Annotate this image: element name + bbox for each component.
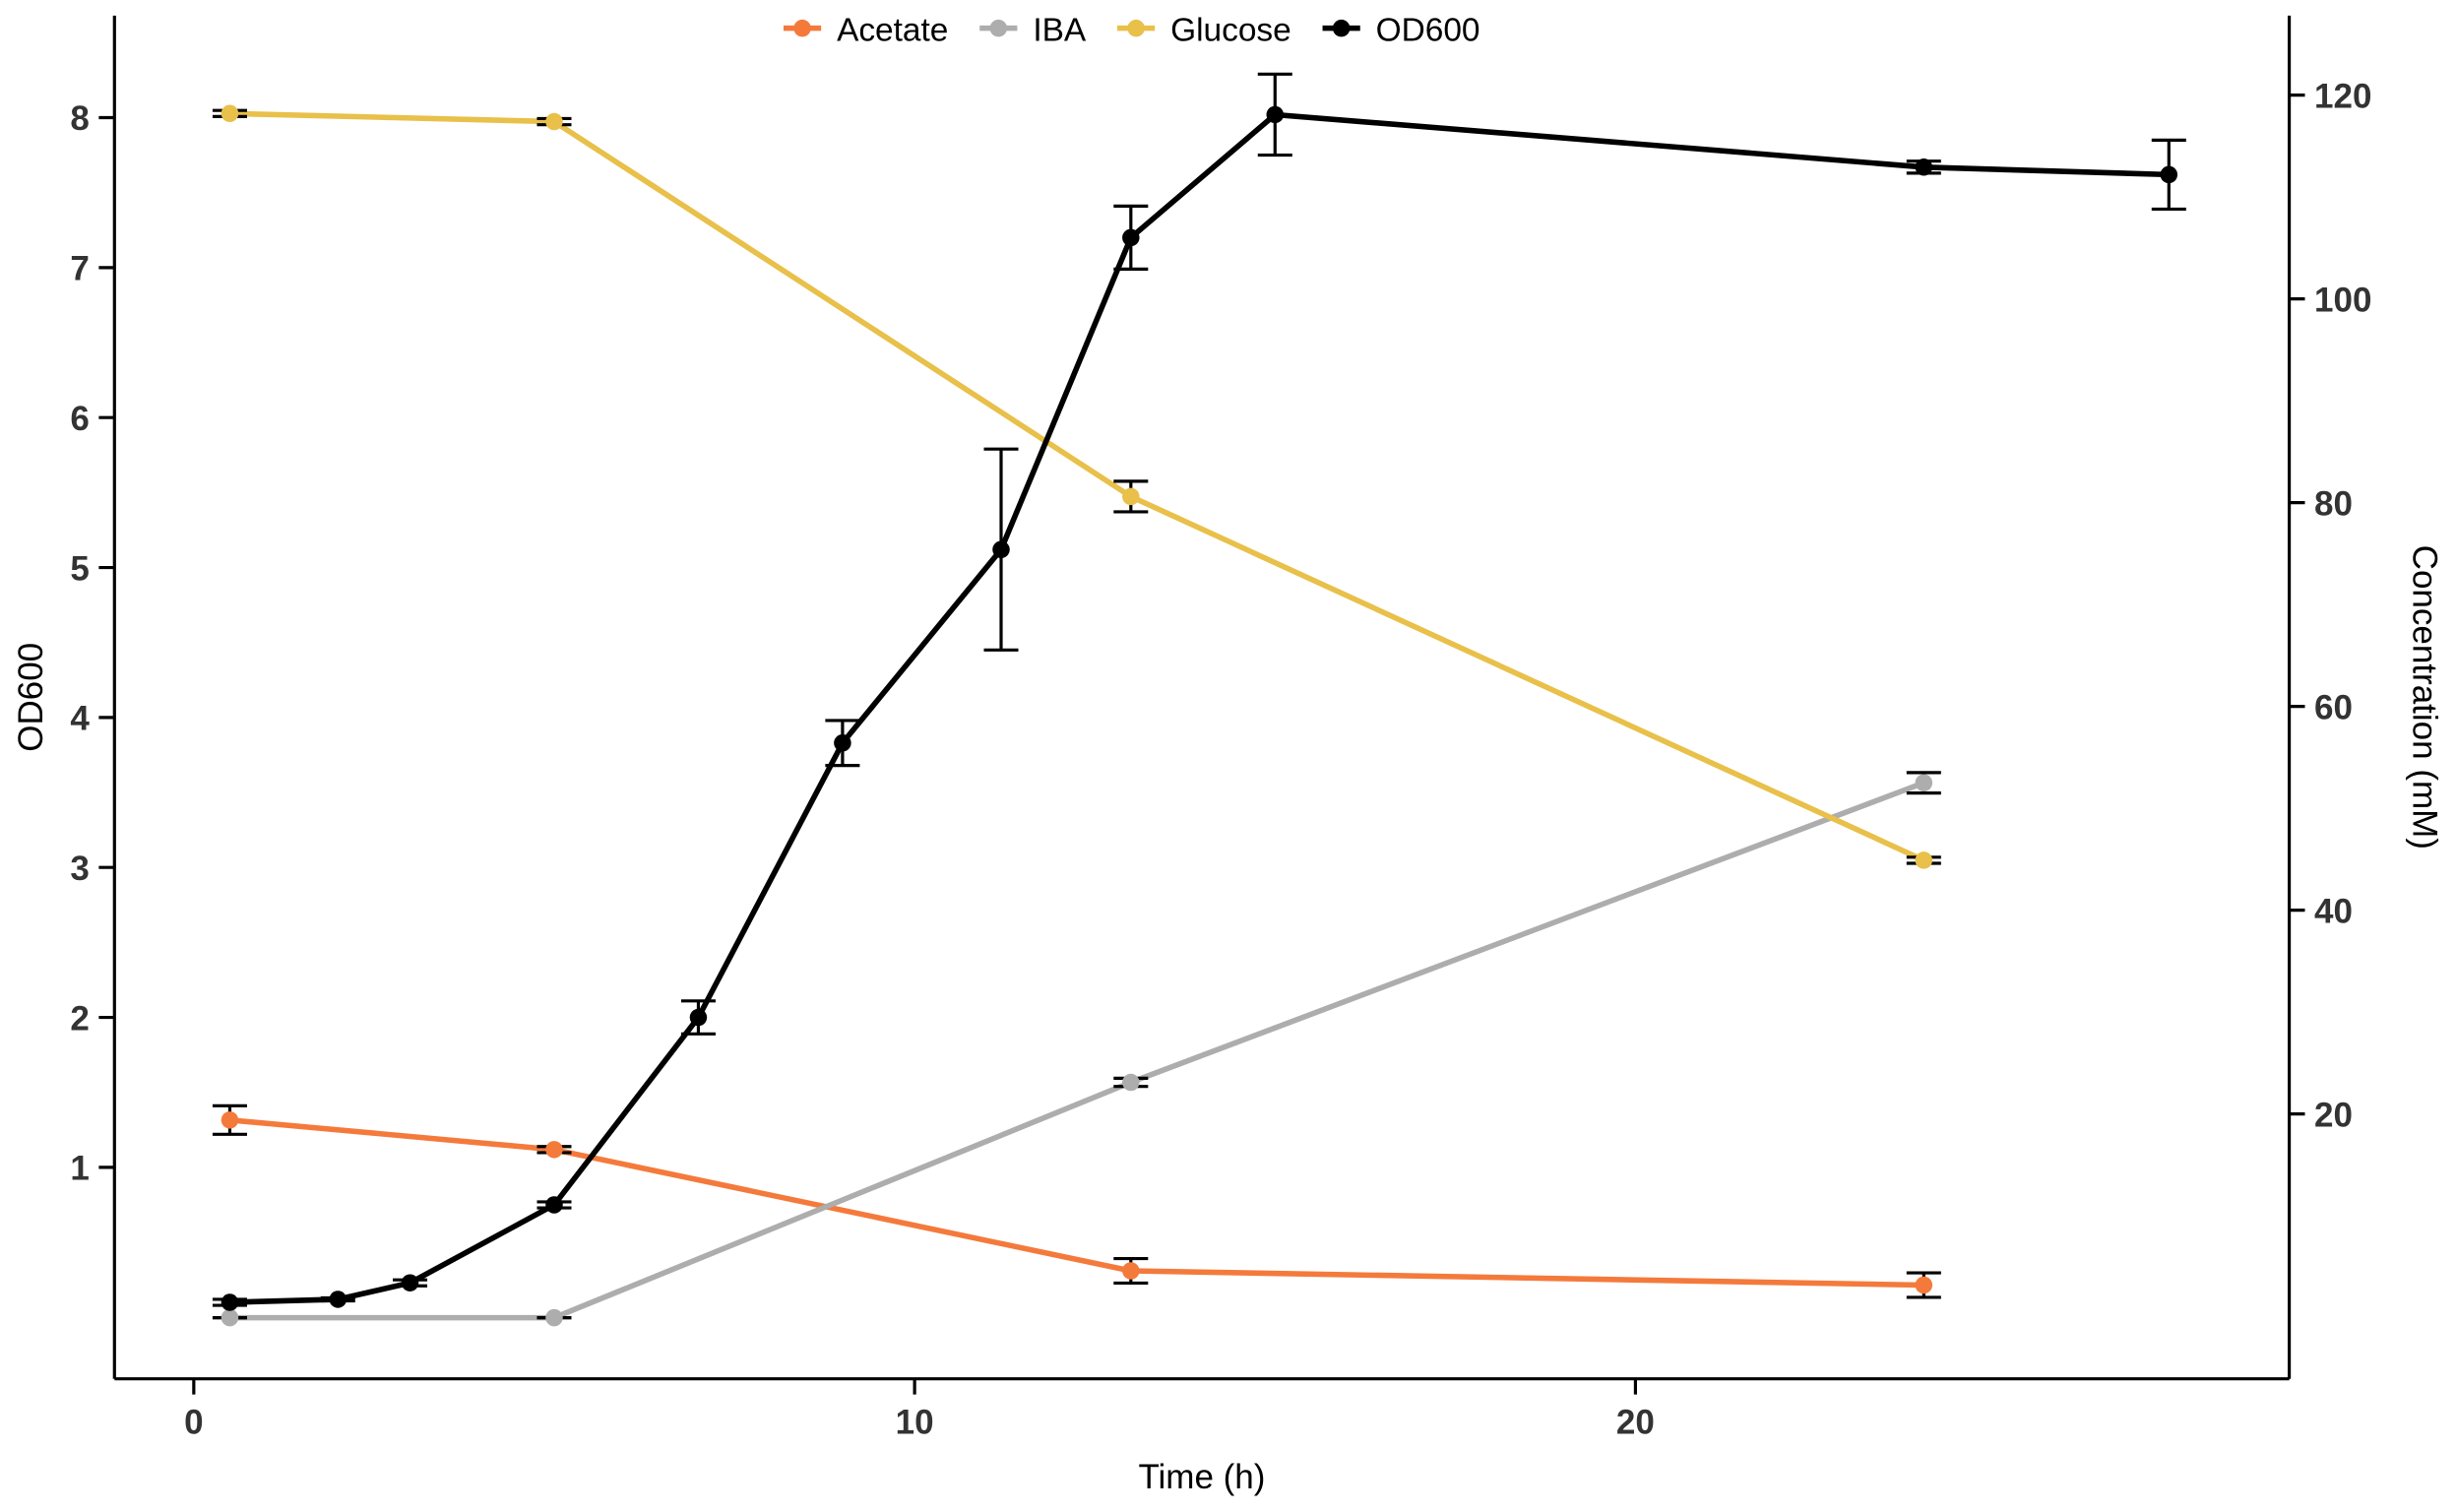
- x-axis-title: Time (h): [1138, 1458, 1265, 1496]
- data-point: [220, 1111, 239, 1129]
- series-line: [229, 780, 1925, 1321]
- data-point: [545, 1196, 563, 1214]
- y2-tick-label: 80: [2314, 484, 2353, 523]
- data-point: [1122, 1262, 1140, 1280]
- data-point: [1122, 487, 1140, 506]
- y-axis-title: OD600: [12, 643, 50, 752]
- y-tick-label: 2: [70, 999, 89, 1038]
- y-tick-label: 3: [70, 850, 89, 888]
- y-tick-label: 4: [70, 700, 90, 738]
- legend-swatch: [1127, 19, 1145, 37]
- data-point: [220, 1308, 239, 1327]
- x-tick-label: 10: [896, 1403, 934, 1441]
- series-line: [229, 110, 1925, 863]
- series-line: [229, 111, 2170, 1305]
- y-tick-label: 8: [70, 99, 89, 138]
- y-tick-label: 6: [70, 400, 89, 438]
- legend-label: IBA: [1033, 12, 1087, 48]
- y2-tick-label: 100: [2314, 281, 2371, 319]
- y2-tick-label: 20: [2314, 1096, 2353, 1134]
- y2-tick-label: 60: [2314, 688, 2353, 726]
- data-point: [1915, 774, 1933, 792]
- data-point: [2160, 165, 2178, 184]
- data-point: [1915, 851, 1933, 869]
- data-point: [1122, 228, 1140, 247]
- data-point: [329, 1291, 347, 1308]
- legend-swatch: [1332, 19, 1351, 37]
- data-point: [1915, 158, 1933, 176]
- y2-tick-label: 120: [2314, 77, 2371, 115]
- x-tick-label: 20: [1616, 1403, 1655, 1441]
- legend-label: Glucose: [1170, 12, 1292, 48]
- data-point: [834, 734, 851, 752]
- data-point: [220, 1293, 239, 1311]
- y-tick-label: 5: [70, 549, 89, 588]
- data-point: [220, 104, 239, 123]
- series-line: [229, 1117, 1924, 1289]
- data-point: [1915, 1276, 1933, 1294]
- y-tick-label: 1: [70, 1150, 89, 1188]
- data-point: [545, 1141, 563, 1159]
- legend-swatch: [989, 19, 1008, 37]
- data-point: [545, 112, 563, 131]
- legend-swatch: [793, 19, 811, 37]
- legend-label: OD600: [1376, 12, 1480, 48]
- y2-axis-title: Concentration (mM): [2405, 545, 2443, 850]
- y2-tick-label: 40: [2314, 892, 2353, 930]
- data-point: [401, 1274, 419, 1292]
- data-point: [1122, 1073, 1140, 1092]
- x-tick-label: 0: [184, 1403, 203, 1441]
- data-point: [1266, 105, 1285, 124]
- y-tick-label: 7: [70, 250, 89, 288]
- data-point: [992, 540, 1010, 559]
- data-point: [689, 1008, 708, 1027]
- legend-label: Acetate: [837, 12, 948, 48]
- data-point: [545, 1308, 563, 1327]
